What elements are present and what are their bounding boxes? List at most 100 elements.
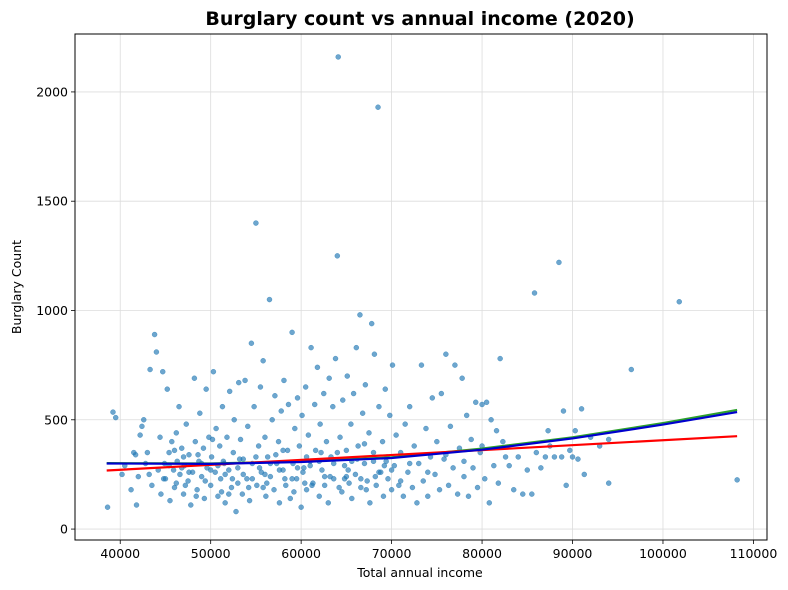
scatter-point <box>113 414 119 421</box>
y-tick-label: 1000 <box>36 303 68 318</box>
scatter-point <box>443 351 449 357</box>
scatter-point <box>194 487 200 493</box>
scatter-point <box>491 462 497 469</box>
scatter-point <box>266 296 273 303</box>
scatter-point <box>158 491 164 497</box>
scatter-point <box>676 299 682 305</box>
scatter-point <box>198 473 205 480</box>
scatter-point <box>176 403 182 410</box>
scatter-point <box>207 467 214 473</box>
scatter-point <box>179 445 185 451</box>
scatter-point <box>461 458 467 465</box>
scatter-point <box>414 500 420 506</box>
scatter-point <box>468 436 474 443</box>
scatter-point <box>418 362 425 368</box>
scatter-point <box>450 465 456 471</box>
scatter-point <box>341 476 348 482</box>
scatter-point <box>529 491 535 497</box>
scatter-point <box>393 432 399 438</box>
scatter-point <box>202 478 208 484</box>
scatter-point <box>104 504 111 510</box>
scatter-point <box>267 473 274 480</box>
scatter-point <box>370 449 377 456</box>
scatter-point <box>236 456 243 462</box>
scatter-point <box>298 504 304 510</box>
scatter-point <box>367 500 373 506</box>
scatter-point <box>423 425 429 432</box>
scatter-point <box>226 491 232 497</box>
scatter-point <box>251 403 257 410</box>
scatter-point <box>734 477 740 483</box>
scatter-point <box>474 484 481 491</box>
scatter-point <box>253 220 259 226</box>
scatter-point <box>289 476 295 482</box>
scatter-point <box>336 484 342 491</box>
scatter-point <box>314 364 321 371</box>
scatter-point <box>556 259 562 266</box>
scatter-point <box>344 373 350 379</box>
scatter-point <box>212 469 218 475</box>
scatter-point <box>226 388 233 395</box>
scatter-point <box>271 487 277 493</box>
chart-title: Burglary count vs annual income (2020) <box>205 8 634 30</box>
scatter-point <box>515 454 521 460</box>
x-tick-label: 40000 <box>100 546 140 561</box>
scatter-point <box>245 423 251 430</box>
scatter-point <box>463 412 470 419</box>
scatter-point <box>402 421 408 427</box>
scatter-point <box>222 500 228 506</box>
scatter-point <box>447 423 454 430</box>
scatter-point <box>319 467 325 473</box>
scatter-point <box>382 386 388 392</box>
scatter-point <box>409 484 416 491</box>
scatter-point <box>236 379 242 386</box>
x-tick-label: 80000 <box>462 546 502 561</box>
scatter-point <box>628 366 635 373</box>
scatter-point <box>171 447 178 454</box>
scatter-point <box>264 454 271 460</box>
scatter-point <box>144 449 151 456</box>
scatter-point <box>231 417 237 423</box>
scatter-point <box>411 443 417 449</box>
scatter-point <box>209 436 216 443</box>
scatter-point <box>425 493 431 499</box>
x-tick-label: 70000 <box>372 546 412 561</box>
scatter-point <box>269 417 275 423</box>
scatter-point <box>302 384 309 390</box>
scatter-point <box>479 401 485 408</box>
scatter-point <box>272 393 278 399</box>
scatter-point <box>502 454 509 460</box>
scatter-point <box>249 476 255 482</box>
scatter-point <box>391 462 398 469</box>
scatter-point <box>192 438 199 445</box>
scatter-point <box>228 484 235 491</box>
scatter-point <box>256 465 263 471</box>
scatter-point <box>429 395 436 401</box>
trend-lines <box>106 408 738 472</box>
scatter-point <box>244 476 250 482</box>
scatter-point <box>235 480 241 486</box>
scatter-point <box>141 417 147 423</box>
scatter-point <box>264 480 270 486</box>
scatter-point <box>334 253 341 259</box>
scatter-point <box>169 438 175 445</box>
scatter-point <box>149 482 155 489</box>
scatter-point <box>201 495 208 502</box>
scatter-point <box>273 452 279 458</box>
scatter-point <box>538 465 544 471</box>
scatter-point <box>375 104 381 110</box>
scatter-point <box>177 471 183 478</box>
scatter-point <box>289 329 295 336</box>
scatter-point <box>335 54 341 60</box>
scatter-point <box>531 290 538 296</box>
scatter-point <box>128 487 134 493</box>
scatter-point <box>210 368 217 375</box>
scatter-point <box>551 454 558 460</box>
scatter-point <box>219 403 226 410</box>
scatter-point <box>160 476 167 482</box>
scatter-point <box>369 320 375 327</box>
scatter-point <box>353 344 360 351</box>
scatter-point <box>157 434 163 440</box>
scatter-point <box>362 382 369 388</box>
scatter-point <box>345 467 351 473</box>
